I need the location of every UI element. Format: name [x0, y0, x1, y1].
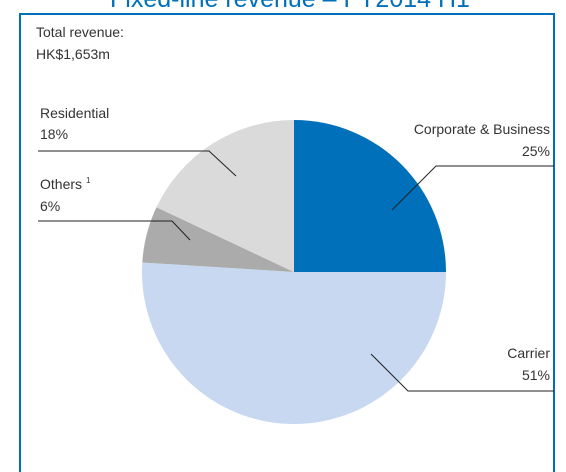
- leader-line-others: [38, 220, 191, 241]
- pie-slice-carrier: [142, 262, 446, 425]
- slice-value-corporate: 25%: [522, 143, 550, 159]
- slice-value-others: 6%: [40, 198, 60, 214]
- leader-lines: [38, 150, 554, 392]
- leader-line-corporate: [391, 165, 554, 211]
- pie-slice-others: [142, 207, 294, 272]
- slice-label-corporate: Corporate & Business: [414, 121, 550, 137]
- total-revenue-value: HK$1,653m: [36, 46, 110, 62]
- pie-slices: [142, 120, 446, 425]
- chart-border: [19, 13, 555, 472]
- slice-label-residential: Residential: [40, 105, 109, 121]
- slice-value-carrier: 51%: [522, 367, 550, 383]
- pie-slice-corporate-business: [294, 120, 446, 272]
- total-revenue-label: Total revenue:: [36, 24, 124, 40]
- slice-label-carrier: Carrier: [507, 345, 550, 361]
- slice-value-residential: 18%: [40, 126, 68, 142]
- slice-label-others: Others 1: [40, 176, 91, 192]
- chart-title: Fixed-line revenue – FY2014 H1: [110, 0, 470, 13]
- leader-line-carrier: [370, 353, 554, 392]
- pie-slice-residential: [156, 120, 294, 272]
- leader-line-residential: [38, 150, 237, 177]
